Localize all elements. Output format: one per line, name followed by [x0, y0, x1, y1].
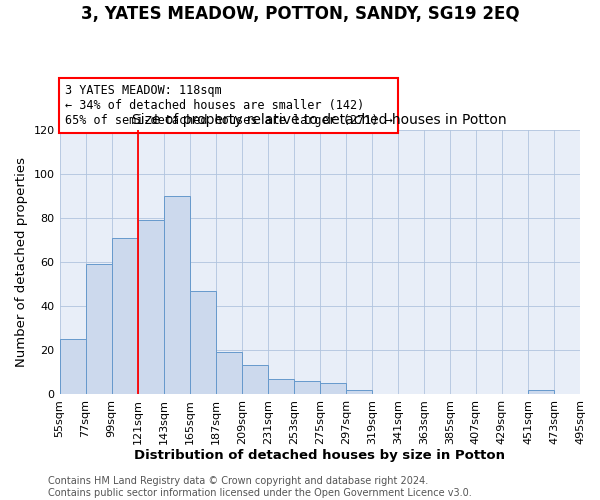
Bar: [320, 383, 346, 394]
Bar: [86, 264, 112, 394]
Title: Size of property relative to detached houses in Potton: Size of property relative to detached ho…: [133, 114, 507, 128]
Bar: [112, 238, 137, 394]
Bar: [137, 220, 164, 394]
X-axis label: Distribution of detached houses by size in Potton: Distribution of detached houses by size …: [134, 450, 505, 462]
Text: 3 YATES MEADOW: 118sqm
← 34% of detached houses are smaller (142)
65% of semi-de: 3 YATES MEADOW: 118sqm ← 34% of detached…: [65, 84, 392, 127]
Bar: [294, 381, 320, 394]
Bar: [164, 196, 190, 394]
Bar: [190, 290, 215, 394]
Text: 3, YATES MEADOW, POTTON, SANDY, SG19 2EQ: 3, YATES MEADOW, POTTON, SANDY, SG19 2EQ: [80, 5, 520, 23]
Y-axis label: Number of detached properties: Number of detached properties: [15, 157, 28, 367]
Bar: [242, 366, 268, 394]
Bar: [59, 339, 86, 394]
Bar: [528, 390, 554, 394]
Text: Contains HM Land Registry data © Crown copyright and database right 2024.
Contai: Contains HM Land Registry data © Crown c…: [48, 476, 472, 498]
Bar: [268, 378, 294, 394]
Bar: [346, 390, 372, 394]
Bar: [215, 352, 242, 394]
